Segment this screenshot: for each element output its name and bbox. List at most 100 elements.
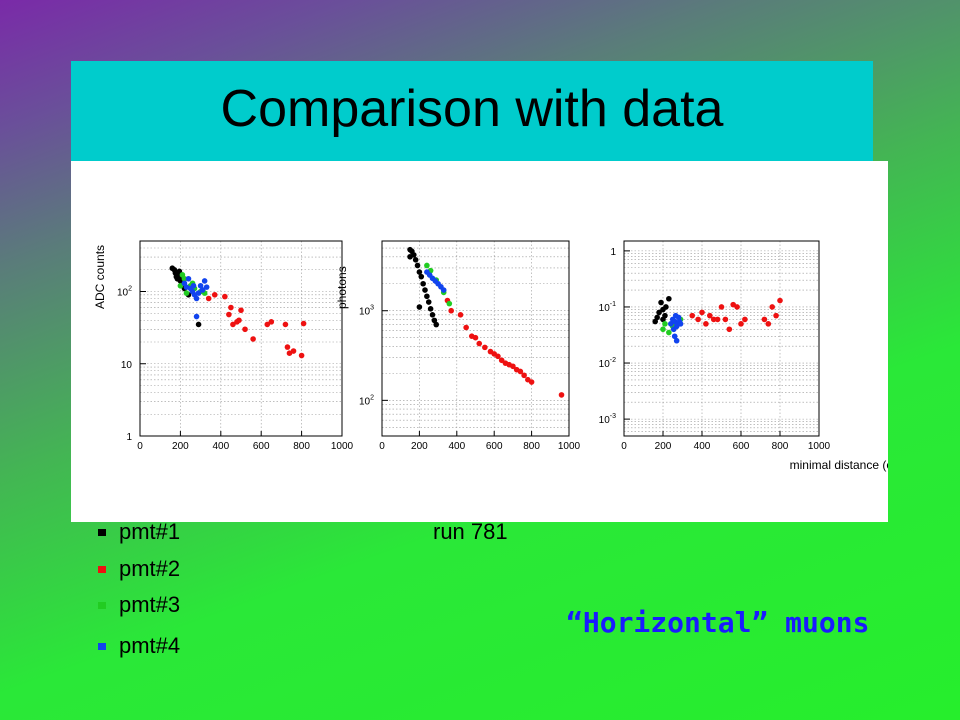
chart-1: 0 200 400 600 800 1000 1 10 102 ADC counts — [93, 240, 354, 452]
legend-bullet — [98, 529, 106, 536]
data-point — [177, 282, 184, 289]
y-tick-label: 10 — [121, 360, 133, 371]
data-point — [448, 307, 454, 314]
data-point — [765, 321, 772, 327]
chart-2: 0 200 400 600 800 1000 102 103 photons — [335, 240, 581, 452]
y-tick-label: 1 — [126, 432, 132, 443]
data-point — [193, 313, 200, 320]
data-point — [662, 321, 668, 327]
legend-bullet — [98, 643, 106, 650]
data-point — [718, 304, 725, 310]
data-point — [416, 269, 423, 275]
data-point — [476, 340, 483, 347]
x-tick-label: 400 — [212, 441, 229, 452]
legend-label: pmt#2 — [119, 556, 181, 581]
data-point — [666, 329, 672, 336]
data-point — [242, 326, 248, 333]
data-point — [205, 295, 212, 302]
data-point — [197, 282, 204, 289]
data-point — [761, 316, 768, 323]
y-tick-label: 10-3 — [599, 413, 616, 426]
x-axis-title: minimal distance (cm) — [790, 458, 888, 472]
data-point — [424, 293, 430, 300]
y-axis-title: ADC counts — [93, 245, 107, 309]
data-point — [517, 368, 524, 375]
x-tick-label: 1000 — [558, 441, 581, 452]
x-tick-label: 400 — [448, 441, 465, 452]
data-point — [689, 312, 696, 319]
data-point — [431, 317, 438, 324]
data-point — [420, 280, 426, 287]
data-point — [656, 309, 662, 316]
data-point — [558, 392, 565, 398]
data-point — [457, 312, 464, 318]
data-point — [773, 312, 779, 319]
x-tick-label: 600 — [486, 441, 503, 452]
data-point — [463, 324, 469, 331]
data-point — [416, 304, 423, 310]
plots-svg: 0 200 400 600 800 1000 1 10 102 ADC counts 0 200 400… — [93, 240, 888, 472]
x-tick-label: 600 — [253, 441, 270, 452]
data-point — [211, 292, 218, 298]
data-point — [472, 334, 479, 341]
x-tick-label: 0 — [621, 441, 627, 452]
data-point — [446, 300, 453, 307]
data-point — [440, 287, 447, 293]
data-point — [181, 275, 188, 282]
data-point — [298, 352, 305, 359]
x-tick-label: 600 — [733, 441, 750, 452]
data-point — [250, 336, 256, 342]
y-tick-label: 102 — [359, 394, 374, 407]
data-point — [528, 379, 535, 385]
plot-frame — [623, 240, 820, 437]
data-point — [742, 316, 748, 323]
data-point — [412, 257, 419, 263]
y-tick-label: 103 — [359, 305, 374, 318]
x-tick-label: 400 — [694, 441, 711, 452]
legend-label: pmt#1 — [119, 519, 181, 544]
y-tick-label: 1 — [610, 247, 616, 258]
data-point — [201, 278, 208, 284]
data-point — [707, 312, 713, 319]
x-tick-label: 1000 — [808, 441, 831, 452]
data-point — [195, 321, 202, 328]
data-point — [422, 287, 428, 293]
y-tick-label: 10-2 — [599, 357, 616, 370]
legend-bullet — [98, 566, 106, 573]
data-point — [521, 372, 527, 379]
y-axis-title: photons — [335, 266, 349, 309]
data-point — [407, 253, 413, 260]
data-point — [695, 316, 701, 323]
plot-frame — [139, 240, 343, 437]
data-point — [777, 297, 783, 304]
data-point — [654, 314, 660, 321]
data-point — [418, 273, 425, 280]
data-point — [671, 333, 678, 340]
run-label: run 781 — [433, 519, 508, 544]
data-point — [699, 309, 705, 316]
data-point — [510, 363, 516, 370]
data-point — [284, 344, 291, 350]
data-point — [673, 337, 680, 344]
x-tick-label: 200 — [411, 441, 428, 452]
data-point — [734, 304, 740, 310]
x-tick-label: 800 — [293, 441, 310, 452]
data-point — [738, 321, 744, 327]
data-point — [282, 321, 289, 328]
data-point — [714, 316, 721, 323]
data-point — [726, 326, 733, 333]
data-point — [290, 348, 297, 354]
legend-bullet — [98, 602, 106, 609]
data-point — [660, 316, 666, 323]
data-point — [226, 311, 232, 318]
data-point — [495, 353, 501, 360]
x-tick-label: 200 — [172, 441, 189, 452]
data-point — [482, 344, 488, 351]
data-point — [433, 321, 440, 328]
data-point — [238, 307, 244, 314]
data-point — [424, 262, 430, 269]
plot-panel: 0 200 400 600 800 1000 1 10 102 ADC counts 0 200 400… — [71, 161, 888, 522]
plot-frame — [381, 240, 570, 437]
data-point — [203, 284, 210, 290]
x-tick-label: 0 — [137, 441, 143, 452]
